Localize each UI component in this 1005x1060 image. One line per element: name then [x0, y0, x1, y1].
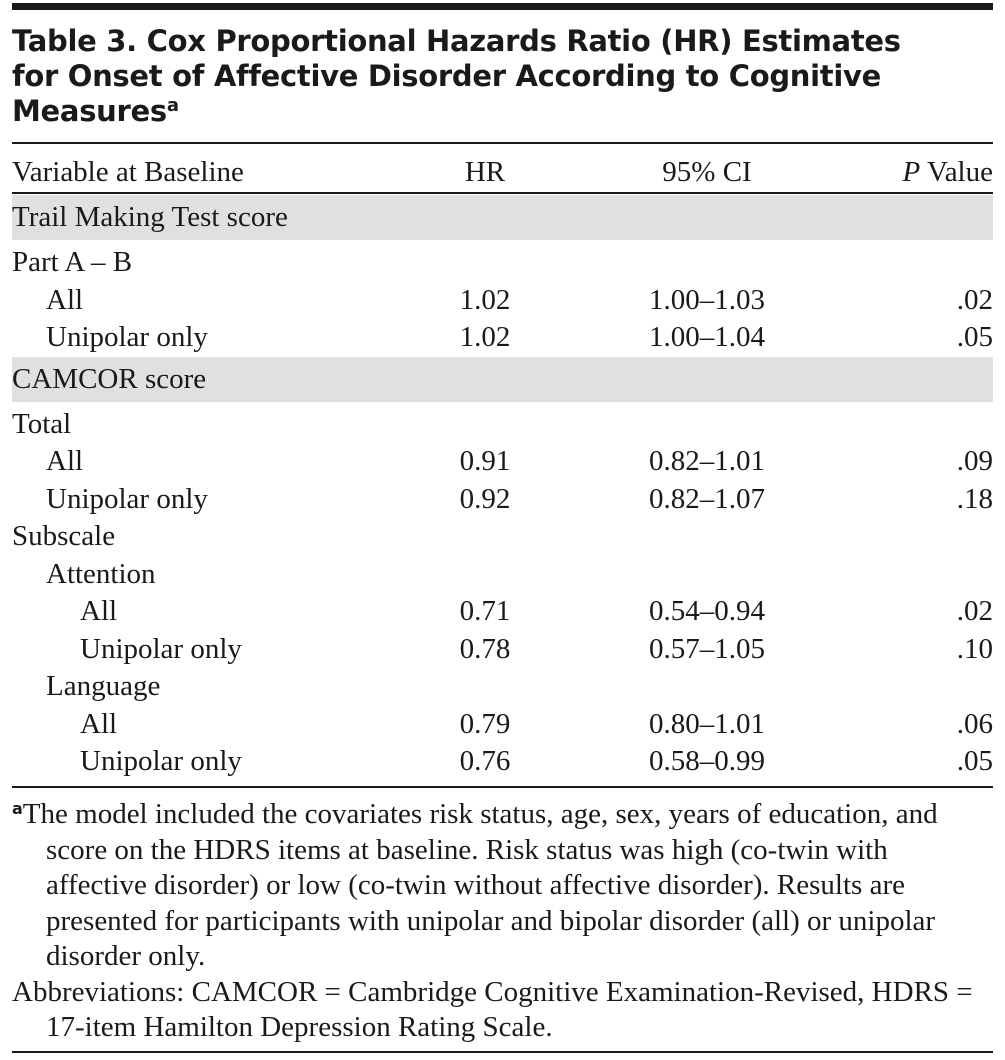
- hr-value: 0.92: [459, 482, 511, 515]
- hr-value: 0.76: [459, 745, 511, 777]
- body-rule: [12, 786, 993, 788]
- table-row: All 0.71 0.54–0.94 .02: [12, 593, 993, 630]
- row-label: Unipolar only: [46, 482, 208, 515]
- footnote-a: aThe model included the covariates risk …: [12, 798, 938, 972]
- p-value: .06: [956, 707, 993, 740]
- hr-value: 0.71: [459, 595, 511, 627]
- bottom-rule: [12, 1051, 993, 1053]
- ci-value: 0.80–1.01: [649, 707, 765, 740]
- section-row: Trail Making Test score: [12, 195, 993, 240]
- footnote-marker: a: [166, 95, 179, 116]
- ci-value: 0.82–1.07: [649, 482, 765, 515]
- hr-value: 0.79: [459, 707, 511, 740]
- title-rule: [12, 142, 993, 144]
- footnote-abbreviations: Abbreviations: CAMCOR = Cambridge Cognit…: [12, 975, 973, 1044]
- header-p-value: P Value: [902, 156, 993, 188]
- group-row: Subscale: [12, 518, 993, 555]
- hr-value: 0.78: [459, 632, 511, 665]
- ci-value: 0.58–0.99: [649, 745, 765, 777]
- top-rule: [12, 3, 993, 10]
- row-label: All: [80, 595, 118, 627]
- table-row: Unipolar only 0.92 0.82–1.07 .18: [12, 481, 993, 518]
- p-value: .02: [956, 283, 993, 316]
- group-row: Part A – B: [12, 244, 993, 281]
- row-label: All: [46, 445, 84, 477]
- row-label: Unipolar only: [46, 321, 208, 353]
- group-row: Language: [12, 668, 993, 705]
- p-value: .02: [956, 595, 993, 627]
- ci-value: 0.57–1.05: [649, 632, 765, 665]
- p-value: .05: [956, 745, 993, 777]
- footnotes: aThe model included the covariates risk …: [12, 797, 993, 1046]
- row-label: Part A – B: [12, 246, 133, 278]
- table-row: All 0.79 0.80–1.01 .06: [12, 706, 993, 743]
- table-title: Table 3. Cox Proportional Hazards Ratio …: [12, 24, 901, 128]
- group-row: Total: [12, 406, 993, 443]
- table-row: All 0.91 0.82–1.01 .09: [12, 443, 993, 480]
- p-value: .10: [956, 632, 993, 665]
- row-label: Subscale: [12, 520, 116, 552]
- p-value: .05: [956, 321, 993, 353]
- row-label: Language: [46, 670, 161, 702]
- row-label: Trail Making Test score: [12, 201, 288, 233]
- p-value: .18: [956, 482, 993, 515]
- row-label: Attention: [46, 557, 156, 590]
- ci-value: 0.54–0.94: [649, 595, 765, 627]
- table-row: Unipolar only 0.78 0.57–1.05 .10: [12, 631, 993, 668]
- hr-value: 1.02: [459, 283, 511, 316]
- row-label: CAMCOR score: [12, 362, 207, 395]
- table-row: Unipolar only 1.02 1.00–1.04 .05: [12, 319, 993, 356]
- row-label: Unipolar only: [80, 632, 242, 665]
- ci-value: 0.82–1.01: [649, 445, 765, 477]
- table-row: Unipolar only 0.76 0.58–0.99 .05: [12, 743, 993, 780]
- row-label: Total: [12, 407, 72, 440]
- row-label: All: [80, 707, 118, 740]
- ci-value: 1.00–1.03: [649, 283, 765, 316]
- hr-value: 0.91: [459, 445, 511, 477]
- row-label: All: [46, 283, 84, 316]
- p-value: .09: [956, 445, 993, 477]
- header-rule: [12, 192, 993, 194]
- header-variable: Variable at Baseline: [12, 156, 244, 188]
- header-ci: 95% CI: [662, 156, 752, 188]
- group-row: Attention: [12, 556, 993, 593]
- header-hr: HR: [464, 156, 506, 188]
- hr-value: 1.02: [459, 321, 511, 353]
- section-row: CAMCOR score: [12, 356, 993, 402]
- table-row: All 1.02 1.00–1.03 .02: [12, 282, 993, 319]
- header-row: Variable at Baseline HR 95% CI P Value: [12, 154, 993, 191]
- ci-value: 1.00–1.04: [649, 321, 765, 353]
- row-label: Unipolar only: [80, 745, 242, 777]
